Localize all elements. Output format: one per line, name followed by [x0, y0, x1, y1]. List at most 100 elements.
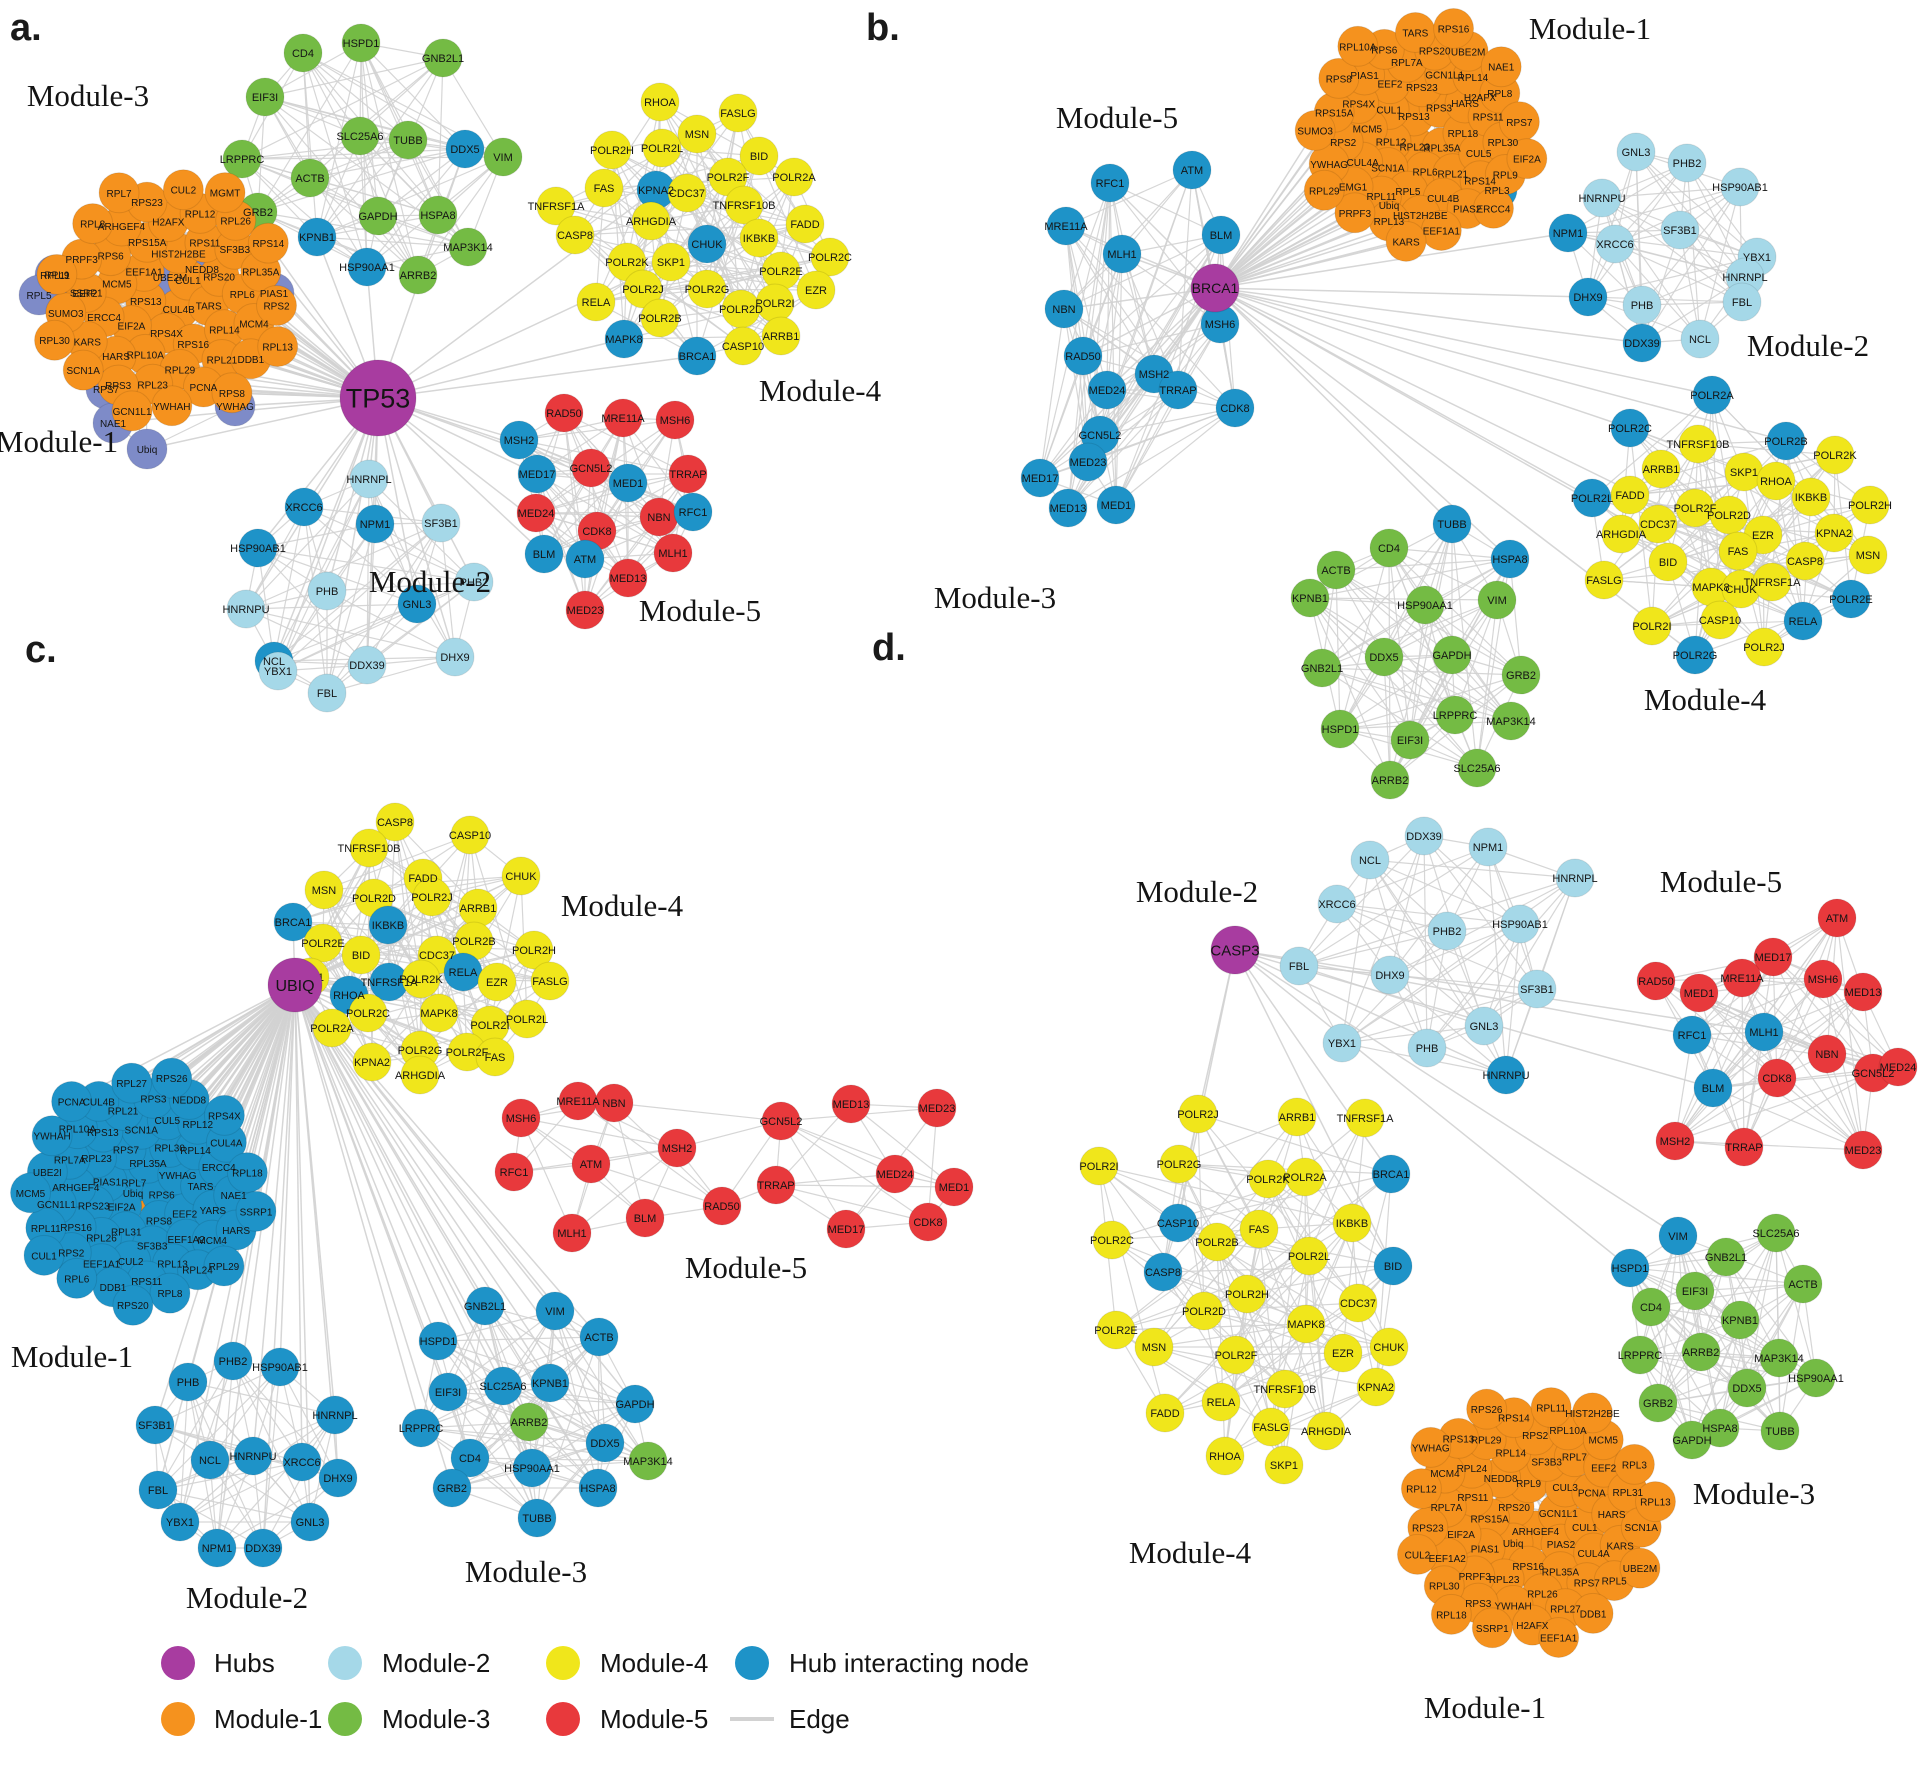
- node-ATM[interactable]: [571, 1144, 611, 1184]
- node-MRE11A[interactable]: [1722, 958, 1762, 998]
- node-YWHAH[interactable]: [151, 385, 193, 427]
- node-LRPPRC[interactable]: [401, 1408, 441, 1448]
- node-CDC37[interactable]: [1638, 504, 1678, 544]
- node-FBL[interactable]: [1722, 282, 1762, 322]
- node-Ubiq[interactable]: [126, 428, 168, 470]
- node-ATM[interactable]: [565, 539, 605, 579]
- node-POLR2H[interactable]: [1227, 1274, 1267, 1314]
- node-GNL3[interactable]: [397, 584, 437, 624]
- node-RPS16[interactable]: [1433, 8, 1475, 50]
- node-KPNB1[interactable]: [1720, 1300, 1760, 1340]
- node-ARRB1[interactable]: [1277, 1097, 1317, 1137]
- node-RAD50[interactable]: [702, 1186, 742, 1226]
- node-MAP3K14[interactable]: [628, 1441, 668, 1481]
- node-POLR2B[interactable]: [1766, 421, 1806, 461]
- node-TNFRSF10B[interactable]: [1265, 1369, 1305, 1409]
- node-TRRAP[interactable]: [668, 454, 708, 494]
- node-POLR2J[interactable]: [412, 877, 452, 917]
- node-MSH2[interactable]: [499, 420, 539, 460]
- node-RPL8[interactable]: [72, 203, 114, 245]
- node-CASP8[interactable]: [1143, 1252, 1183, 1292]
- node-MED13[interactable]: [608, 558, 648, 598]
- node-POLR2A[interactable]: [1692, 375, 1732, 415]
- node-FASLG[interactable]: [718, 93, 758, 133]
- node-GNL3[interactable]: [290, 1502, 330, 1542]
- node-PHB2[interactable]: [213, 1341, 253, 1381]
- node-BID[interactable]: [739, 136, 779, 176]
- node-RPL6[interactable]: [56, 1257, 98, 1299]
- node-XRCC6[interactable]: [284, 487, 324, 527]
- node-FADD[interactable]: [785, 204, 825, 244]
- node-EIF3I[interactable]: [245, 77, 285, 117]
- node-DDX5[interactable]: [585, 1423, 625, 1463]
- node-GNB2L1[interactable]: [465, 1286, 505, 1326]
- node-HSP90AA1[interactable]: [512, 1448, 552, 1488]
- node-TRRAP[interactable]: [1724, 1127, 1764, 1167]
- node-ARHGDIA[interactable]: [400, 1055, 440, 1095]
- node-RPS4X[interactable]: [203, 1094, 245, 1136]
- node-MED17[interactable]: [826, 1209, 866, 1249]
- node-RPL8[interactable]: [149, 1272, 191, 1314]
- node-NCL[interactable]: [1350, 840, 1390, 880]
- node-FBL[interactable]: [307, 673, 347, 713]
- node-BRCA1[interactable]: [677, 336, 717, 376]
- node-CDC37[interactable]: [667, 173, 707, 213]
- node-TNFRSF1A[interactable]: [1345, 1098, 1385, 1138]
- node-KPNB1[interactable]: [530, 1363, 570, 1403]
- node-CD4[interactable]: [1631, 1287, 1671, 1327]
- node-CASP8[interactable]: [1785, 541, 1825, 581]
- node-POLR2E[interactable]: [1096, 1310, 1136, 1350]
- node-ARHGDIA[interactable]: [631, 201, 671, 241]
- node-RPL10A[interactable]: [1337, 25, 1379, 67]
- node-EIF3I[interactable]: [1390, 720, 1430, 760]
- node-RPL3[interactable]: [1613, 1443, 1655, 1485]
- node-NPM1[interactable]: [1468, 827, 1508, 867]
- node-ACTB[interactable]: [1783, 1264, 1823, 1304]
- node-ATM[interactable]: [1817, 898, 1857, 938]
- hub-BRCA1[interactable]: [1190, 263, 1240, 313]
- node-RPL18[interactable]: [1430, 1593, 1472, 1635]
- node-POLR2A[interactable]: [1285, 1157, 1325, 1197]
- node-POLR2J[interactable]: [1744, 627, 1784, 667]
- node-RPS14[interactable]: [247, 222, 289, 264]
- node-MED23[interactable]: [917, 1088, 957, 1128]
- node-RPS26[interactable]: [151, 1057, 193, 1099]
- node-POLR2F[interactable]: [1216, 1335, 1256, 1375]
- node-RFC1[interactable]: [494, 1152, 534, 1192]
- node-POLR2H[interactable]: [592, 130, 632, 170]
- node-MED1[interactable]: [608, 463, 648, 503]
- node-DDX39[interactable]: [1404, 816, 1444, 856]
- node-DDX39[interactable]: [347, 645, 387, 685]
- node-CHUK[interactable]: [687, 224, 727, 264]
- node-HNRNPL[interactable]: [349, 459, 389, 499]
- node-RPS20[interactable]: [112, 1284, 154, 1326]
- node-HSP90AB1[interactable]: [1500, 904, 1540, 944]
- node-DDX5[interactable]: [445, 129, 485, 169]
- node-SSRP1[interactable]: [235, 1190, 277, 1232]
- node-RELA[interactable]: [576, 282, 616, 322]
- node-NBN[interactable]: [1807, 1034, 1847, 1074]
- node-LRPPRC[interactable]: [1435, 695, 1475, 735]
- node-RFC1[interactable]: [673, 492, 713, 532]
- node-MAPK8[interactable]: [419, 993, 459, 1033]
- node-YBX1[interactable]: [160, 1502, 200, 1542]
- node-HSP90AA1[interactable]: [1796, 1358, 1836, 1398]
- node-BRCA1[interactable]: [1371, 1154, 1411, 1194]
- node-POLR2D[interactable]: [1709, 495, 1749, 535]
- node-MED24[interactable]: [875, 1154, 915, 1194]
- node-ARHGDIA[interactable]: [1306, 1411, 1346, 1451]
- node-GNL3[interactable]: [1616, 132, 1656, 172]
- node-GCN5L2[interactable]: [761, 1101, 801, 1141]
- node-MSH6[interactable]: [1803, 959, 1843, 999]
- node-GAPDH[interactable]: [1672, 1420, 1712, 1460]
- node-HSPD1[interactable]: [418, 1321, 458, 1361]
- node-MGMT[interactable]: [204, 172, 246, 214]
- node-POLR2A[interactable]: [774, 157, 814, 197]
- node-CASP8[interactable]: [555, 215, 595, 255]
- node-GNB2L1[interactable]: [1302, 648, 1342, 688]
- node-MED24[interactable]: [1878, 1047, 1918, 1087]
- node-RPL13[interactable]: [257, 325, 299, 367]
- node-RAD50[interactable]: [1063, 336, 1103, 376]
- node-RPL9[interactable]: [36, 253, 78, 295]
- node-DHX9[interactable]: [435, 637, 475, 677]
